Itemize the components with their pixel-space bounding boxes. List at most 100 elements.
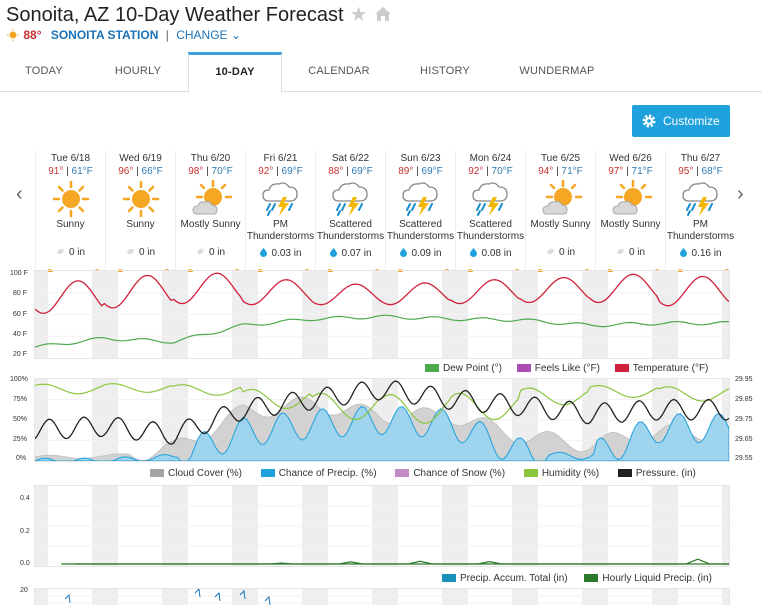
tab-history[interactable]: HISTORY (420, 65, 470, 77)
pres-tick-2: 29.85 (735, 396, 753, 403)
day-column[interactable]: Mon 6/24 92° | 70°F Scattered Thunderstorm… (455, 151, 525, 273)
day-high: 89° (398, 166, 414, 177)
dry-drop-icon (127, 248, 134, 255)
legend-temperature[interactable]: Temperature (°F) (614, 363, 708, 374)
page-title: Sonoita, AZ 10-Day Weather Forecast ★ (6, 2, 392, 27)
next-arrow-icon[interactable]: › (737, 183, 744, 205)
night-band (455, 589, 468, 605)
day-column[interactable]: Wed 6/26 97° | 71°F Mostly Sunny 0 in (595, 151, 665, 273)
day-date: Thu 6/27 (680, 153, 721, 164)
day-column[interactable]: Tue 6/18 91° | 61°F Sunny 0 in (35, 151, 105, 273)
prev-arrow-icon[interactable]: ‹ (16, 183, 23, 205)
night-band (372, 589, 385, 605)
day-column[interactable]: Thu 6/20 98° | 70°F Mostly Sunny 0 in (175, 151, 245, 273)
tab-today[interactable]: TODAY (25, 65, 63, 77)
legend-feels-like[interactable]: Feels Like (°F) (516, 363, 600, 374)
precip-legend: Precip. Accum. Total (in) Hourly Liquid … (442, 573, 712, 584)
chance-precip-area (34, 406, 730, 462)
day-hi-lo: 96° | 66°F (118, 166, 163, 177)
day-condition: Sunny (56, 219, 85, 230)
precip-tick-02: 0.2 (20, 528, 30, 535)
sunny-icon (119, 179, 163, 219)
legend-hourly-precip[interactable]: Hourly Liquid Precip. (in) (584, 573, 712, 584)
day-condition: Scattered Thunderstorms (386, 219, 455, 242)
wind-tick-20: 20 (20, 587, 28, 594)
temp-tick-60: 60 F (13, 311, 28, 318)
day-column[interactable]: Sat 6/22 88° | 69°F Scattered Thunderstorm… (315, 151, 385, 273)
tab-calendar[interactable]: CALENDAR (308, 65, 370, 77)
station-link[interactable]: SONOITA STATION (50, 28, 159, 42)
day-condition: Mostly Sunny (180, 219, 241, 230)
day-precip: 0 in (526, 247, 595, 258)
day-precip: 0 in (176, 247, 245, 258)
wind-arrow-icon (214, 591, 221, 602)
dry-drop-icon (197, 248, 204, 255)
pres-tick-4: 29.65 (735, 436, 753, 443)
day-high: 88° (328, 166, 344, 177)
pct-tick-75: 75% (13, 396, 28, 403)
day-column[interactable]: Wed 6/19 96° | 66°F Sunny 0 in (105, 151, 175, 273)
customize-label: Customize (663, 114, 720, 128)
pct-tick-100: 100% (10, 376, 28, 383)
day-high: 92° (468, 166, 484, 177)
dry-drop-icon (617, 248, 624, 255)
precip-tick-00: 0.0 (20, 560, 30, 567)
day-precip: 0.03 in (246, 247, 315, 259)
day-low: 69°F (351, 166, 373, 177)
day-high: 94° (538, 166, 554, 177)
legend-dew-point[interactable]: Dew Point (°) (425, 363, 502, 374)
legend-chance-precip[interactable]: Chance of Precip. (%) (260, 468, 377, 479)
tab-10-day[interactable]: 10-DAY (188, 52, 282, 93)
day-hi-lo: 91° | 61°F (48, 166, 93, 177)
day-condition: Scattered Thunderstorms (456, 219, 525, 242)
dry-drop-icon (57, 248, 64, 255)
rain-drop-icon (400, 248, 408, 257)
dew-point-line (34, 314, 730, 348)
day-hi-lo: 92° | 70°F (468, 166, 513, 177)
day-column[interactable]: Sun 6/23 89° | 69°F Scattered Thunderstorm… (385, 151, 455, 273)
night-band (652, 589, 665, 605)
customize-button[interactable]: Customize (632, 105, 730, 137)
star-icon[interactable]: ★ (349, 4, 368, 26)
day-low: 70°F (491, 166, 513, 177)
thunderstorm-icon (259, 179, 303, 219)
wind-arrow-icon (239, 589, 246, 600)
day-hi-lo: 97° | 71°F (608, 166, 653, 177)
day-low: 69°F (421, 166, 443, 177)
home-icon[interactable] (374, 6, 392, 22)
day-condition: PM Thunderstorms (246, 219, 315, 242)
change-station-link[interactable]: CHANGE ⌄ (176, 28, 241, 42)
rain-drop-icon (680, 248, 688, 257)
night-band (175, 589, 188, 605)
tab-bar: TODAY HOURLY 10-DAY CALENDAR HISTORY WUN… (0, 52, 762, 93)
title-text: Sonoita, AZ 10-Day Weather Forecast (6, 4, 344, 26)
day-hi-lo: 95° | 68°F (678, 166, 723, 177)
legend-pressure[interactable]: Pressure. (in) (617, 468, 696, 479)
day-column[interactable]: Fri 6/21 92° | 69°F PM Thunderstorms 0.03 i… (245, 151, 315, 273)
night-band (92, 589, 105, 605)
legend-chance-snow[interactable]: Chance of Snow (%) (395, 468, 505, 479)
station-line: 88° SONOITA STATION | CHANGE ⌄ (6, 28, 241, 42)
legend-precip-accum[interactable]: Precip. Accum. Total (in) (442, 573, 568, 584)
day-precip: 0.16 in (666, 247, 735, 259)
day-date: Wed 6/19 (119, 153, 162, 164)
temp-legend: Dew Point (°) Feels Like (°F) Temperatur… (425, 363, 708, 374)
day-low: 61°F (71, 166, 93, 177)
rain-drop-icon (470, 248, 478, 257)
day-low: 71°F (561, 166, 583, 177)
legend-cloud-cover[interactable]: Cloud Cover (%) (150, 468, 242, 479)
night-band (245, 589, 258, 605)
pres-tick-3: 29.75 (735, 416, 753, 423)
day-column[interactable]: Tue 6/25 94° | 71°F Mostly Sunny 0 in (525, 151, 595, 273)
day-precip: 0.07 in (316, 247, 385, 259)
mostly-sunny-icon (539, 179, 583, 219)
tab-hourly[interactable]: HOURLY (114, 65, 162, 77)
tab-wundermap[interactable]: WUNDERMAP (519, 65, 595, 77)
day-date: Tue 6/18 (50, 153, 91, 164)
day-low: 66°F (141, 166, 163, 177)
day-hi-lo: 98° | 70°F (188, 166, 233, 177)
cloud-precip-chart (34, 378, 735, 462)
day-column[interactable]: Thu 6/27 95° | 68°F PM Thunderstorms 0.16 i… (665, 151, 735, 273)
legend-humidity[interactable]: Humidity (%) (523, 468, 599, 479)
current-temp: 88° (23, 28, 42, 42)
